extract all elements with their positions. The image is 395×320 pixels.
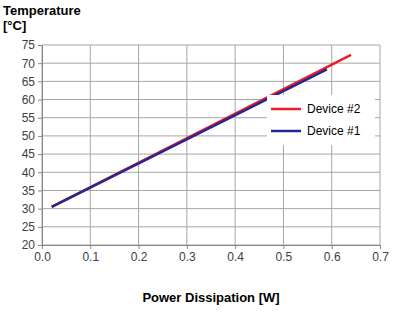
x-axis: 0.0 0.1 0.2 0.3 0.4 0.5 0.6 0.7 [34,245,389,264]
legend-swatch [271,130,301,133]
y-axis-title-line: Temperature [3,3,81,18]
tick: 20 [22,238,42,252]
tick-mark [235,245,236,249]
tick: 0.7 [372,245,389,264]
tick-label: 30 [22,202,36,216]
tick-label: 20 [22,238,36,252]
legend: Device #2 Device #1 [267,95,375,145]
tick: 60 [22,93,42,107]
y-axis-title: Temperature[°C] [3,3,81,33]
grid-line-y [42,245,380,246]
tick-label: 0.6 [324,250,341,264]
grid-line-y [42,81,380,82]
grid-line-y [42,190,380,191]
tick-mark [139,245,140,249]
tick: 0.0 [34,245,51,264]
tick-label: 25 [22,220,36,234]
tick-mark [187,245,188,249]
tick-mark [38,245,42,246]
tick-label: 40 [22,166,36,180]
tick-mark [38,190,42,191]
tick-label: 65 [22,75,36,89]
tick: 70 [22,57,42,71]
tick-label: 55 [22,111,36,125]
tick-label: 0.4 [227,250,244,264]
tick-mark [38,172,42,173]
tick: 0.3 [179,245,196,264]
grid-line-y [42,226,380,227]
grid-line-x [380,45,381,245]
tick-mark [380,245,381,249]
tick-label: 0.2 [131,250,148,264]
tick-mark [42,245,43,249]
axis-line [43,245,381,246]
tick-mark [38,100,42,101]
tick-label: 0.0 [34,250,51,264]
tick: 50 [22,129,42,143]
legend-background [267,95,375,145]
tick: 25 [22,220,42,234]
tick: 55 [22,111,42,125]
tick-label: 75 [22,38,36,52]
y-axis-title-line: [°C] [3,18,26,33]
tick: 45 [22,147,42,161]
grid-line-x [90,45,91,245]
grid-line-y [42,154,380,155]
tick: 0.4 [227,245,244,264]
legend-swatch [271,108,301,111]
tick-mark [38,154,42,155]
tick-mark [38,63,42,64]
tick: 35 [22,184,42,198]
tick: 0.1 [82,245,99,264]
legend-label: Device #1 [307,124,361,138]
tick-label: 0.5 [276,250,293,264]
grid-line-y [42,208,380,209]
tick-mark [283,245,284,249]
grid-line-x [186,45,187,245]
plot: 0.0 0.1 0.2 0.3 0.4 0.5 0.6 0.7 20 25 30 35 40 45 50 55… [22,38,390,263]
tick: 75 [22,38,42,52]
grid-line-y [42,172,380,173]
tick-mark [38,209,42,210]
tick-label: 0.3 [179,250,196,264]
grid-line-y [42,45,380,46]
tick-mark [38,136,42,137]
grid-line-x [235,45,236,245]
grid [42,45,380,245]
legend-label: Device #2 [307,102,361,116]
tick-label: 0.7 [372,250,389,264]
tick: 0.5 [276,245,293,264]
chart: 0.0 0.1 0.2 0.3 0.4 0.5 0.6 0.7 20 25 30 35 40 45 50 55… [0,0,395,320]
tick-label: 45 [22,147,36,161]
tick-label: 50 [22,129,36,143]
tick-mark [38,118,42,119]
tick: 0.2 [131,245,148,264]
grid-line-x [42,45,43,245]
tick: 0.6 [324,245,341,264]
tick-mark [90,245,91,249]
tick-mark [332,245,333,249]
tick: 65 [22,75,42,89]
axis-line [42,46,43,246]
tick-label: 0.1 [82,250,99,264]
x-axis-title: Power Dissipation [W] [142,290,279,305]
grid-line-x [138,45,139,245]
tick: 30 [22,202,42,216]
tick-mark [38,81,42,82]
tick-label: 70 [22,57,36,71]
tick-label: 35 [22,184,36,198]
tick-label: 60 [22,93,36,107]
grid-line-y [42,63,380,64]
tick-mark [38,45,42,46]
y-axis: 20 25 30 35 40 45 50 55 60 65 70 75 [22,38,43,252]
tick-mark [38,227,42,228]
tick: 40 [22,166,42,180]
